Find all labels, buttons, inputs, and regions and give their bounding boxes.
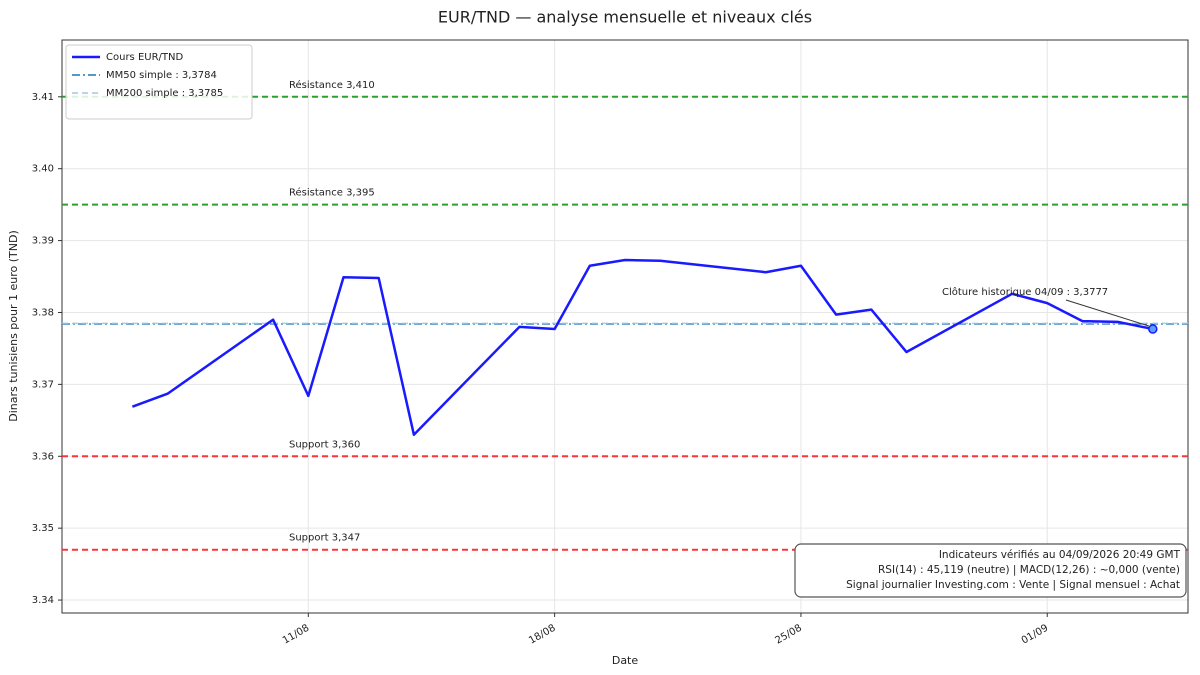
price-line bbox=[131, 258, 1154, 436]
x-tick-label: 18/08 bbox=[527, 623, 557, 647]
y-tick-label: 3.34 bbox=[32, 595, 54, 606]
y-tick-label: 3.39 bbox=[32, 236, 54, 247]
x-tick-label: 25/08 bbox=[773, 623, 803, 647]
legend-label: MM200 simple : 3,3785 bbox=[106, 88, 223, 99]
info-line: RSI(14) : 45,119 (neutre) | MACD(12,26) … bbox=[878, 564, 1180, 576]
y-axis-label: Dinars tunisiens pour 1 euro (TND) bbox=[7, 230, 20, 422]
y-tick-label: 3.38 bbox=[32, 307, 54, 318]
legend-label: Cours EUR/TND bbox=[106, 52, 183, 63]
chart-title: EUR/TND — analyse mensuelle et niveaux c… bbox=[438, 8, 812, 27]
plot-frame bbox=[61, 39, 1189, 614]
info-box bbox=[794, 543, 1187, 598]
annotation-arrow bbox=[1065, 299, 1149, 327]
reference-label: Support 3,347 bbox=[289, 533, 360, 544]
y-tick-label: 3.36 bbox=[32, 451, 54, 462]
legend-label: MM50 simple : 3,3784 bbox=[106, 70, 217, 81]
y-tick-label: 3.35 bbox=[32, 523, 54, 534]
reference-label: Support 3,360 bbox=[289, 439, 360, 450]
legend-box bbox=[65, 44, 253, 120]
info-line: Signal journalier Investing.com : Vente … bbox=[846, 579, 1180, 591]
reference-label: Résistance 3,395 bbox=[289, 187, 375, 199]
y-tick-label: 3.41 bbox=[32, 92, 54, 103]
annotation: Clôture historique 04/09 : 3,3777 bbox=[942, 286, 1108, 298]
x-axis-label: Date bbox=[612, 654, 639, 667]
x-tick-label: 11/08 bbox=[281, 623, 311, 647]
info-line: Indicateurs vérifiés au 04/09/2026 20:49… bbox=[939, 549, 1181, 561]
last-point bbox=[1148, 324, 1158, 334]
reference-label: Résistance 3,410 bbox=[289, 79, 375, 91]
y-tick-label: 3.40 bbox=[32, 164, 54, 175]
y-tick-label: 3.37 bbox=[32, 379, 54, 390]
x-tick-label: 01/09 bbox=[1020, 623, 1050, 647]
